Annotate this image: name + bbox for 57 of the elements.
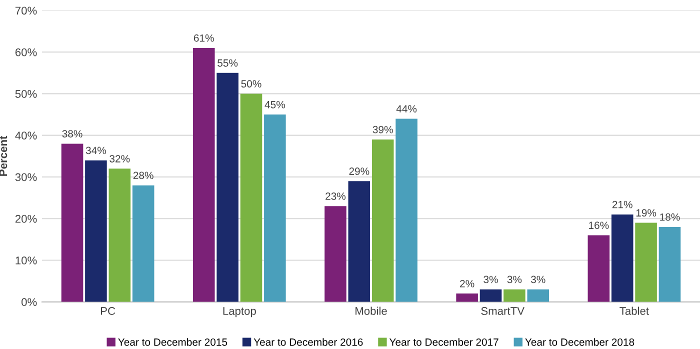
data-label: 2% xyxy=(460,280,474,288)
data-label: 16% xyxy=(589,222,609,230)
bar xyxy=(216,72,238,302)
data-label: 50% xyxy=(241,80,262,88)
bar xyxy=(527,289,550,302)
bar xyxy=(61,144,84,302)
bar xyxy=(348,181,370,302)
bar xyxy=(132,185,154,302)
data-label: 18% xyxy=(660,213,680,221)
bar xyxy=(240,94,262,302)
bar xyxy=(611,214,634,302)
data-label: 3% xyxy=(507,276,522,284)
x-tick-label: SmartTV xyxy=(481,307,524,315)
legend-label: Year to December 2016 xyxy=(254,338,363,346)
x-tick-label: Tablet xyxy=(620,306,649,315)
bar xyxy=(658,226,681,302)
y-tick-label: 10% xyxy=(16,256,37,264)
bar xyxy=(480,289,502,302)
data-label: 45% xyxy=(264,100,285,108)
x-tick-label: PC xyxy=(100,307,116,315)
data-label: 44% xyxy=(396,105,417,112)
data-label: 3% xyxy=(531,276,546,284)
data-label: 23% xyxy=(326,192,346,200)
bar xyxy=(108,168,131,302)
y-tick-label: 60% xyxy=(15,48,37,56)
data-label: 32% xyxy=(110,155,130,162)
x-tick-label: Laptop xyxy=(223,307,256,318)
data-label: 19% xyxy=(636,209,656,217)
bar xyxy=(85,160,107,302)
data-label: 39% xyxy=(372,126,393,134)
bar xyxy=(264,114,286,302)
legend-label: Year to December 2015 xyxy=(118,338,228,346)
data-label: 61% xyxy=(194,34,214,42)
data-label: 38% xyxy=(62,130,82,138)
x-tick-label: Mobile xyxy=(356,306,387,315)
y-tick-label: 50% xyxy=(15,90,37,98)
data-label: 21% xyxy=(612,200,632,208)
y-tick-label: 40% xyxy=(15,132,37,140)
y-tick-label: 0% xyxy=(22,298,37,306)
bar xyxy=(635,222,657,302)
y-tick-label: 70% xyxy=(15,6,37,15)
bar xyxy=(192,48,215,302)
data-label: 3% xyxy=(484,276,498,284)
data-label: 55% xyxy=(218,59,238,67)
data-label: 28% xyxy=(133,172,154,180)
bar xyxy=(372,140,394,302)
bar xyxy=(456,294,478,302)
bar xyxy=(324,206,346,302)
data-label: 29% xyxy=(349,168,370,175)
bar xyxy=(396,118,418,302)
data-label: 34% xyxy=(86,146,106,154)
y-tick-label: 20% xyxy=(15,214,37,223)
legend-label: Year to December 2018 xyxy=(525,338,634,346)
bar xyxy=(504,289,526,302)
bar xyxy=(588,235,610,302)
legend-label: Year to December 2017 xyxy=(389,338,498,346)
y-tick-label: 30% xyxy=(15,173,37,182)
